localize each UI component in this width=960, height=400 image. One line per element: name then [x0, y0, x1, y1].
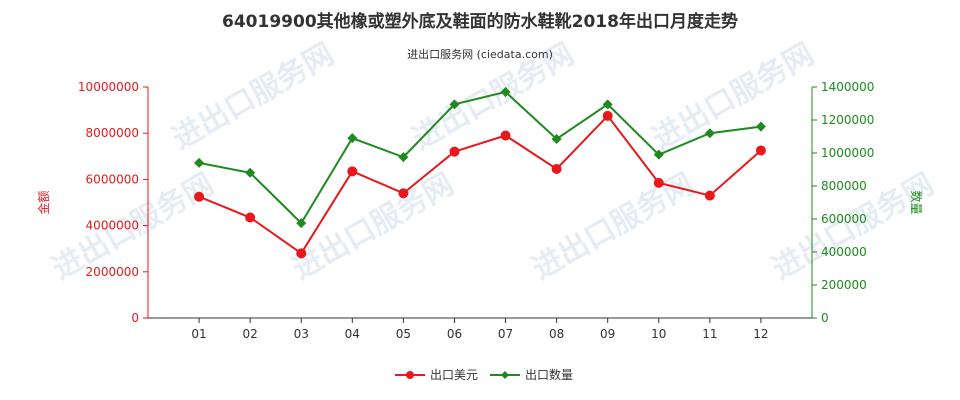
x-tick-label: 06: [447, 327, 462, 341]
x-tick-label: 02: [243, 327, 258, 341]
y-right-tick-label: 1200000: [821, 113, 874, 127]
y-right-tick-label: 200000: [821, 278, 867, 292]
data-point-series1: [704, 190, 715, 201]
data-point-series2: [347, 133, 358, 144]
data-point-series2: [755, 121, 766, 132]
legend-label-2: 出口数量: [525, 367, 573, 382]
axes: 0200000040000006000000800000010000000020…: [78, 80, 875, 341]
data-point-series1: [755, 145, 766, 156]
data-point-series2: [500, 86, 511, 97]
x-tick-label: 11: [702, 327, 717, 341]
data-point-series1: [245, 212, 256, 223]
legend-marker-1: [406, 371, 414, 379]
watermark-text: 进出口服务网: [647, 37, 820, 157]
y-right-tick-label: 1000000: [821, 146, 874, 160]
y-left-tick-label: 4000000: [86, 219, 139, 233]
chart-subtitle: 进出口服务网 (ciedata.com): [407, 47, 553, 61]
y-left-tick-label: 8000000: [86, 126, 139, 140]
data-point-series1: [347, 166, 358, 177]
data-point-series1: [551, 164, 562, 175]
legend-marker-2: [501, 371, 509, 379]
x-tick-label: 09: [600, 327, 615, 341]
legend-label-1: 出口美元: [430, 368, 478, 382]
data-point-series1: [602, 110, 613, 121]
y-right-tick-label: 400000: [821, 245, 867, 259]
x-tick-label: 08: [549, 327, 564, 341]
series-line-1: [198, 114, 762, 255]
watermark-text: 进出口服务网: [527, 167, 700, 287]
x-tick-label: 07: [498, 327, 513, 341]
x-tick-label: 10: [651, 327, 666, 341]
y-left-tick-label: 10000000: [78, 80, 139, 94]
data-point-series1: [194, 191, 205, 202]
data-point-series1: [296, 248, 307, 259]
data-point-series1: [398, 188, 409, 199]
data-point-series2: [704, 128, 715, 139]
y-axis-left-label: 金额: [36, 190, 51, 214]
y-left-tick-label: 0: [131, 311, 139, 325]
chart-title: 64019900其他橡或塑外底及鞋面的防水鞋靴2018年出口月度走势: [222, 11, 738, 32]
x-tick-label: 05: [396, 327, 411, 341]
data-point-series2: [296, 218, 307, 229]
plot-area: [194, 86, 766, 259]
data-point-series1: [500, 130, 511, 141]
y-right-tick-label: 0: [821, 311, 829, 325]
y-right-tick-label: 600000: [821, 212, 867, 226]
y-left-tick-label: 6000000: [86, 172, 139, 186]
data-point-series2: [245, 167, 256, 178]
watermark-text: 进出口服务网: [287, 167, 460, 287]
watermark-text: 进出口服务网: [167, 37, 340, 157]
y-right-tick-label: 1400000: [821, 80, 874, 94]
data-point-series1: [653, 177, 664, 188]
x-tick-label: 04: [345, 327, 360, 341]
data-point-series2: [449, 99, 460, 110]
data-point-series2: [602, 99, 613, 110]
x-tick-label: 03: [294, 327, 309, 341]
series-line-2: [198, 90, 762, 225]
data-point-series2: [653, 149, 664, 160]
legend: 出口美元 出口数量: [395, 367, 573, 382]
data-point-series2: [398, 152, 409, 163]
data-point-series1: [449, 146, 460, 157]
y-right-tick-label: 800000: [821, 179, 867, 193]
data-point-series2: [194, 157, 205, 168]
y-left-tick-label: 2000000: [86, 265, 139, 279]
data-point-series2: [551, 133, 562, 144]
x-tick-label: 12: [753, 327, 768, 341]
y-axis-right-label: 数量: [909, 190, 924, 214]
x-tick-label: 01: [191, 327, 206, 341]
